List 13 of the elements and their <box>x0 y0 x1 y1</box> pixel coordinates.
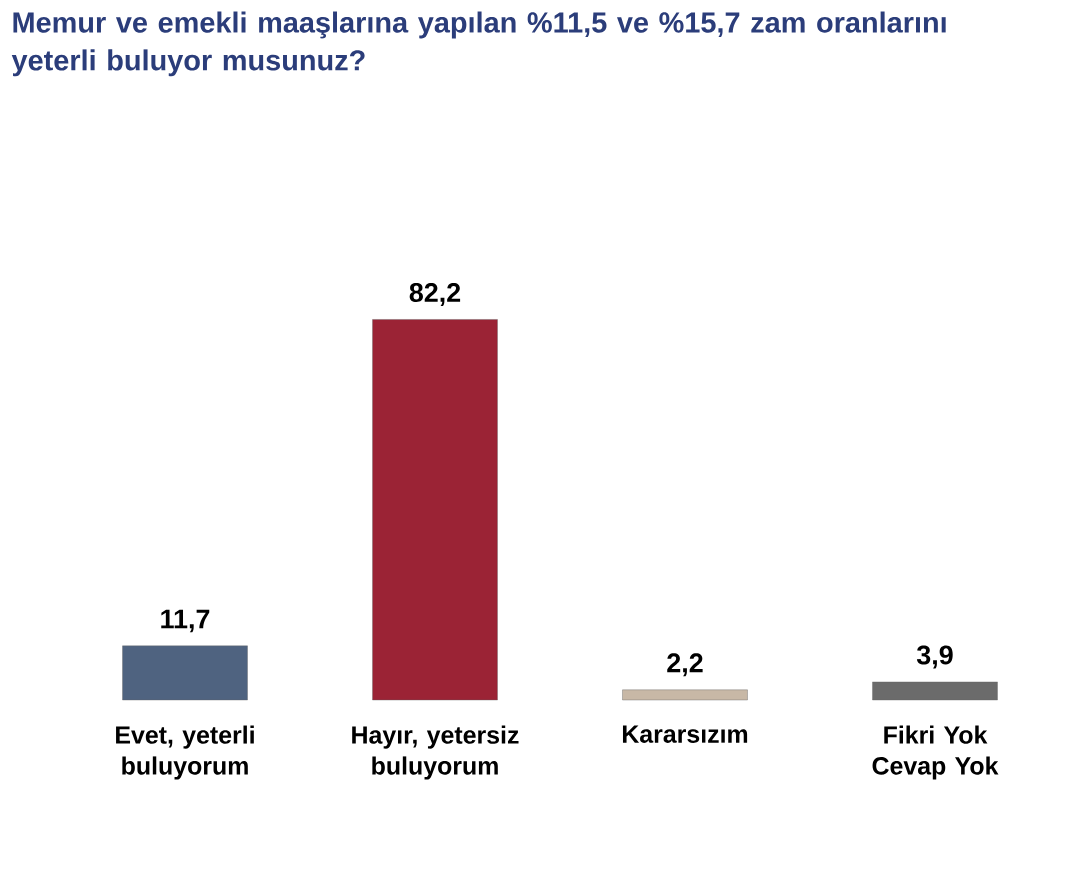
x-tick-label: Fikri Yok Cevap Yok <box>872 725 999 780</box>
bar <box>622 689 748 701</box>
bar <box>872 681 998 701</box>
data-label: 2,2 <box>667 653 703 677</box>
bar <box>122 645 248 701</box>
data-label: 82,2 <box>409 283 461 306</box>
bar <box>372 319 498 701</box>
x-tick-label: Evet, yeterli buluyorum <box>116 725 254 780</box>
data-label: 11,7 <box>161 609 210 633</box>
x-tick-label: Kararsızım <box>622 725 748 743</box>
data-label: 3,9 <box>916 645 953 669</box>
x-tick-label: Hayır, yetersiz buluyorum <box>352 725 519 780</box>
chart-title: Memur ve emekli maaşlarına yapılan %11,5 ve %15,7 zam oranlarını yeterli buluyor musunuz? <box>11 11 946 77</box>
